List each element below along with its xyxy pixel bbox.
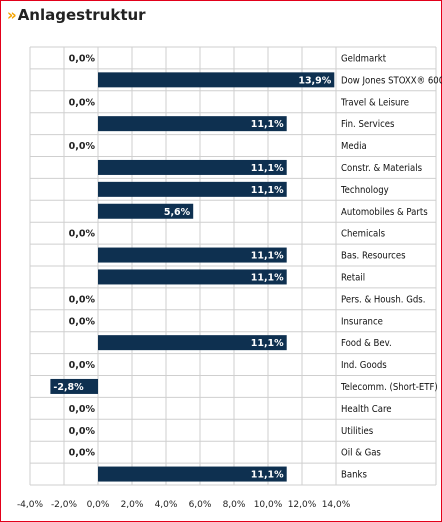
- value-label: 11,1%: [251, 163, 284, 174]
- value-label: 0,0%: [69, 316, 96, 327]
- value-label: 11,1%: [251, 251, 284, 262]
- category-label: Banks: [341, 470, 367, 481]
- category-label: Automobiles & Parts: [341, 207, 428, 218]
- title-text: Anlagestruktur: [17, 6, 146, 24]
- category-label: Retail: [341, 272, 365, 283]
- chart-title: »Anlagestruktur: [7, 6, 146, 24]
- bar: [98, 269, 287, 285]
- category-label: Food & Bev.: [341, 338, 392, 349]
- value-label: 0,0%: [69, 294, 96, 305]
- category-label: Telecomm. (Short-ETF): [340, 382, 438, 393]
- value-label: 11,1%: [251, 470, 284, 481]
- value-label: 13,9%: [298, 75, 331, 86]
- bar: [98, 181, 287, 197]
- bar: [98, 247, 287, 263]
- category-label: Pers. & Housh. Gds.: [341, 294, 425, 305]
- bar: [50, 378, 98, 394]
- bar: [98, 466, 287, 482]
- x-tick-label: 2,0%: [121, 500, 144, 510]
- category-label: Health Care: [341, 404, 392, 415]
- value-label: 0,0%: [69, 53, 96, 64]
- category-label: Utilities: [341, 426, 374, 437]
- category-label: Bas. Resources: [341, 251, 406, 262]
- category-label: Technology: [340, 185, 389, 196]
- x-tick-label: -4,0%: [17, 500, 44, 510]
- value-label: 0,0%: [69, 426, 96, 437]
- value-label: 0,0%: [69, 97, 96, 108]
- bar: [98, 116, 287, 132]
- category-label: Oil & Gas: [341, 448, 381, 459]
- value-label: 0,0%: [69, 229, 96, 240]
- value-label: 11,1%: [251, 185, 284, 196]
- bar: [98, 72, 335, 88]
- x-tick-label: 4,0%: [155, 500, 178, 510]
- category-label: Geldmarkt: [341, 53, 387, 64]
- category-label: Travel & Leisure: [340, 97, 409, 108]
- value-label: -2,8%: [53, 382, 84, 393]
- value-label: 0,0%: [69, 360, 96, 371]
- x-tick-label: 8,0%: [223, 500, 246, 510]
- x-tick-label: 10,0%: [254, 500, 283, 510]
- bar: [98, 159, 287, 175]
- category-label: Dow Jones STOXX® 600: [341, 75, 442, 86]
- value-label: 11,1%: [251, 119, 284, 130]
- value-label: 0,0%: [69, 404, 96, 415]
- value-label: 0,0%: [69, 448, 96, 459]
- value-label: 0,0%: [69, 141, 96, 152]
- value-label: 5,6%: [164, 207, 191, 218]
- x-tick-label: 6,0%: [189, 500, 212, 510]
- x-tick-label: 0,0%: [87, 500, 110, 510]
- value-label: 11,1%: [251, 338, 284, 349]
- category-label: Insurance: [341, 316, 383, 327]
- category-label: Media: [341, 141, 367, 152]
- category-label: Chemicals: [341, 229, 386, 240]
- x-tick-label: 14,0%: [322, 500, 351, 510]
- x-tick-label: 12,0%: [288, 500, 317, 510]
- title-chevron: »: [7, 6, 17, 24]
- category-label: Ind. Goods: [341, 360, 387, 371]
- category-label: Constr. & Materials: [341, 163, 423, 174]
- bar: [98, 203, 194, 219]
- x-tick-label: -2,0%: [51, 500, 78, 510]
- category-label: Fin. Services: [341, 119, 395, 130]
- value-label: 11,1%: [251, 272, 284, 283]
- bar: [98, 335, 287, 351]
